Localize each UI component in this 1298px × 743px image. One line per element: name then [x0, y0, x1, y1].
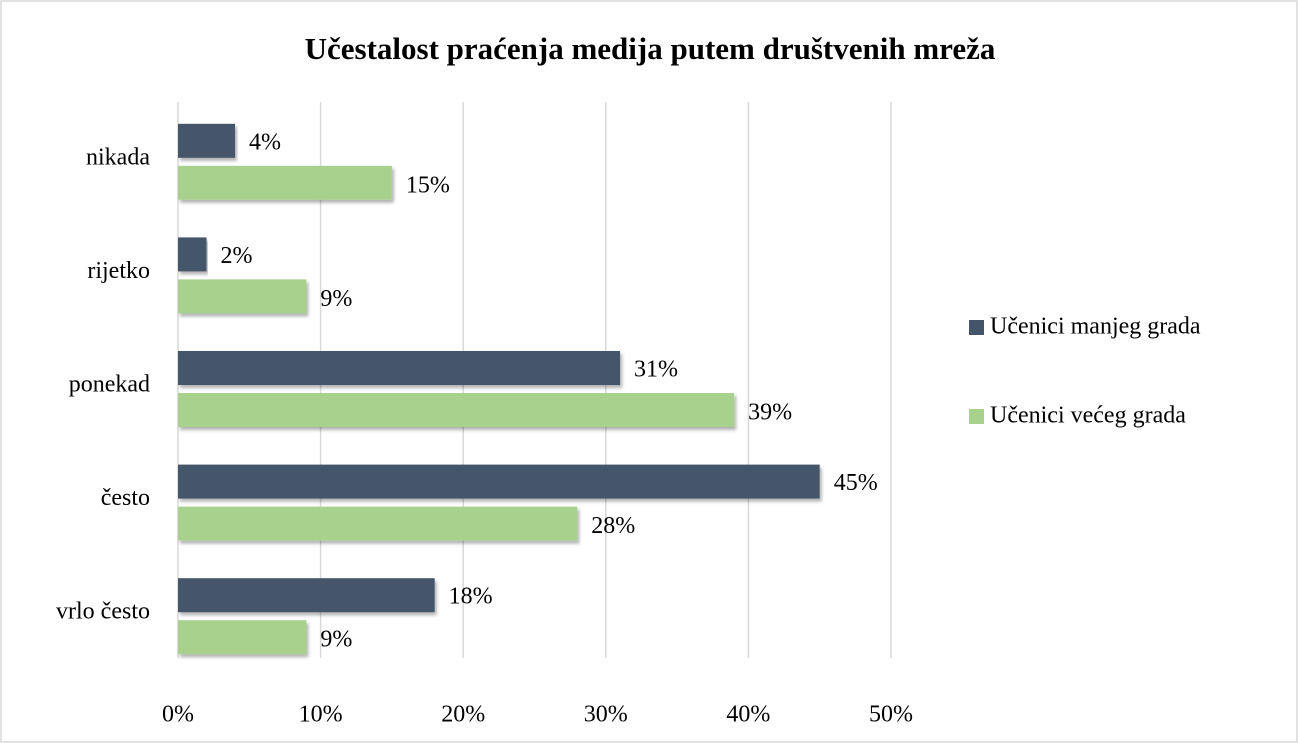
- x-tick-label: 20%: [441, 702, 485, 728]
- legend-swatch: [969, 409, 984, 424]
- bar: [178, 351, 621, 385]
- data-label: 28%: [591, 513, 635, 539]
- bar: [178, 279, 307, 314]
- legend-label: Učenici većeg grada: [990, 403, 1186, 429]
- y-tick-label: ponekad: [69, 372, 150, 398]
- x-tick-label: 40%: [726, 702, 770, 728]
- legend-swatch: [969, 320, 984, 335]
- data-label: 9%: [320, 627, 352, 653]
- bar: [178, 620, 307, 655]
- data-label: 39%: [748, 400, 792, 426]
- data-label: 9%: [320, 286, 352, 312]
- bar: [178, 393, 735, 427]
- data-label: 18%: [449, 584, 493, 610]
- bar: [178, 506, 578, 541]
- bar: [178, 165, 392, 200]
- data-label: 4%: [249, 129, 281, 155]
- x-tick-label: 0%: [162, 702, 194, 728]
- bar: [178, 237, 207, 272]
- data-label: 2%: [221, 243, 253, 269]
- bar: [178, 464, 820, 499]
- bar: [178, 578, 435, 613]
- x-tick-label: 30%: [584, 702, 628, 728]
- y-tick-label: nikada: [86, 144, 150, 170]
- y-tick-label: često: [101, 485, 150, 511]
- y-tick-label: rijetko: [87, 258, 150, 284]
- data-label: 45%: [834, 470, 878, 496]
- x-tick-label: 10%: [299, 702, 343, 728]
- y-tick-label: vrlo često: [56, 599, 150, 625]
- legend-label: Učenici manjeg grada: [990, 314, 1201, 340]
- data-label: 31%: [634, 357, 678, 383]
- x-tick-label: 50%: [869, 702, 913, 728]
- chart-title: Učestalost praćenja medija putem društve…: [305, 31, 996, 66]
- bar: [178, 123, 236, 158]
- data-label: 15%: [406, 172, 450, 198]
